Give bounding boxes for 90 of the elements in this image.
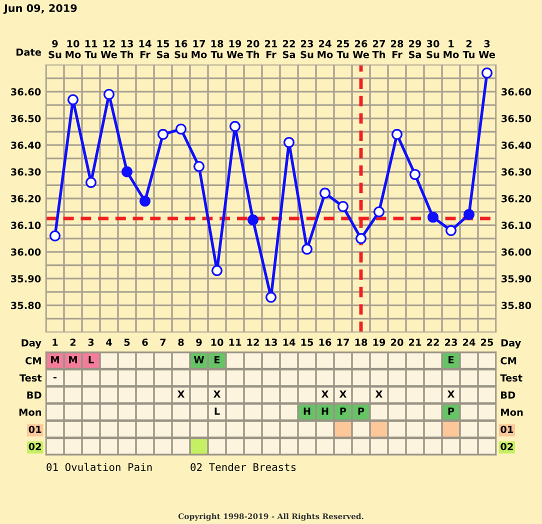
y-tick-label: BD bbox=[501, 392, 516, 399]
y-tick-label: 02 bbox=[500, 442, 513, 450]
x-tick-label: 11 bbox=[229, 338, 242, 346]
y-tick-label: 36.50 bbox=[11, 114, 41, 122]
x-tick-label: 21 bbox=[409, 338, 422, 346]
x-tick-label: 3 bbox=[88, 338, 94, 346]
text: X bbox=[213, 390, 221, 398]
text: X bbox=[177, 390, 185, 398]
text: X bbox=[447, 390, 455, 398]
text: P bbox=[358, 408, 364, 415]
text: H bbox=[304, 408, 310, 415]
x-tick-label: 19 We bbox=[226, 40, 244, 58]
x-tick-label: 22 Sa bbox=[282, 40, 296, 58]
x-tick-label: 24 Mo bbox=[318, 40, 333, 58]
y-tick-label: 35.90 bbox=[11, 275, 41, 282]
y-tick-label: 36.20 bbox=[11, 194, 41, 202]
x-tick-label: 25 Tu bbox=[336, 40, 350, 58]
x-tick-label: 1 Mo bbox=[444, 40, 459, 58]
x-tick-label: 23 bbox=[445, 338, 457, 346]
x-tick-label: 15 Sa bbox=[156, 40, 170, 58]
x-tick-label: 14 bbox=[283, 338, 296, 346]
x-tick-label: 24 bbox=[463, 338, 476, 346]
text: - bbox=[54, 376, 56, 378]
x-tick-label: 21 Fr bbox=[265, 40, 278, 58]
x-tick-label: 9 bbox=[196, 338, 202, 346]
text: X bbox=[321, 390, 329, 398]
x-tick-label: 2 bbox=[70, 338, 76, 346]
x-tick-label: 8 bbox=[178, 338, 184, 346]
y-tick-label: 36.60 bbox=[11, 88, 41, 96]
x-tick-label: 2 Tu bbox=[462, 40, 474, 58]
text: E bbox=[448, 356, 454, 364]
x-tick-label: 7 bbox=[160, 338, 166, 346]
x-tick-label: 18 bbox=[355, 338, 368, 346]
x-tick-label: 23 Su bbox=[300, 40, 314, 58]
x-tick-label: 10 Mo bbox=[66, 40, 81, 58]
x-tick-label: 10 bbox=[211, 338, 224, 346]
x-tick-label: 16 Su bbox=[174, 40, 188, 58]
y-tick-label: 36.30 bbox=[11, 168, 41, 176]
text: M bbox=[69, 356, 77, 364]
x-tick-label: 5 bbox=[124, 338, 130, 346]
text: L bbox=[214, 408, 220, 415]
text: X bbox=[375, 390, 383, 398]
x-tick-label: 28 Fr bbox=[391, 40, 404, 58]
text: Day bbox=[501, 339, 521, 348]
text: E bbox=[214, 356, 220, 364]
x-tick-label: 20 bbox=[391, 338, 404, 346]
x-tick-label: 4 bbox=[106, 338, 112, 346]
y-tick-label: 01 bbox=[500, 426, 514, 434]
text: H bbox=[322, 408, 328, 415]
x-tick-label: 13 Th bbox=[120, 40, 134, 58]
text: 02 Tender Breasts bbox=[190, 462, 296, 472]
y-tick-label: Test bbox=[500, 374, 522, 382]
x-tick-label: 22 bbox=[427, 338, 439, 346]
text: X bbox=[339, 390, 347, 398]
y-tick-label: CM bbox=[500, 357, 516, 364]
text: P bbox=[340, 408, 346, 415]
x-axis-title: Date bbox=[16, 48, 42, 56]
x-tick-label: 15 bbox=[301, 338, 314, 346]
text: L bbox=[88, 356, 94, 364]
x-tick-label: 19 bbox=[373, 338, 386, 346]
y-tick-label: 36.00 bbox=[11, 248, 41, 256]
x-tick-label: 29 Sa bbox=[408, 40, 422, 58]
x-tick-label: 1 bbox=[52, 338, 58, 346]
text: M bbox=[51, 356, 59, 364]
x-tick-label: 12 bbox=[247, 338, 259, 346]
x-tick-label: 14 Fr bbox=[139, 40, 152, 58]
x-tick-label: 16 bbox=[319, 338, 332, 346]
x-tick-label: 17 Mo bbox=[192, 40, 207, 58]
y-tick-label: 36.10 bbox=[11, 222, 41, 230]
x-tick-label: 18 Tu bbox=[210, 40, 224, 58]
x-tick-label: 6 bbox=[142, 338, 148, 346]
text: W bbox=[194, 356, 204, 364]
x-axis-title: Day bbox=[22, 339, 42, 348]
x-tick-label: 12 We bbox=[100, 40, 118, 58]
x-tick-label: 27 Th bbox=[372, 40, 386, 58]
x-tick-label: 20 Th bbox=[246, 40, 260, 58]
x-tick-label: 25 bbox=[481, 338, 494, 346]
x-tick-label: 3 We bbox=[478, 40, 496, 58]
y-tick-label: Mon bbox=[501, 408, 523, 416]
x-tick-label: 13 bbox=[265, 338, 277, 346]
x-tick-label: 9 Su bbox=[48, 40, 62, 58]
x-tick-label: 11 Tu bbox=[84, 40, 98, 58]
text: 01 Ovulation Pain bbox=[46, 462, 152, 472]
y-tick-label: 35.80 bbox=[11, 302, 41, 310]
x-tick-label: 30 Su bbox=[426, 40, 440, 58]
chart-title: Jun 09, 2019 bbox=[3, 4, 77, 14]
x-tick-label: 17 bbox=[337, 338, 349, 346]
y-tick-label: 36.40 bbox=[11, 142, 41, 149]
text: P bbox=[448, 408, 454, 415]
x-tick-label: 26 We bbox=[352, 40, 370, 58]
